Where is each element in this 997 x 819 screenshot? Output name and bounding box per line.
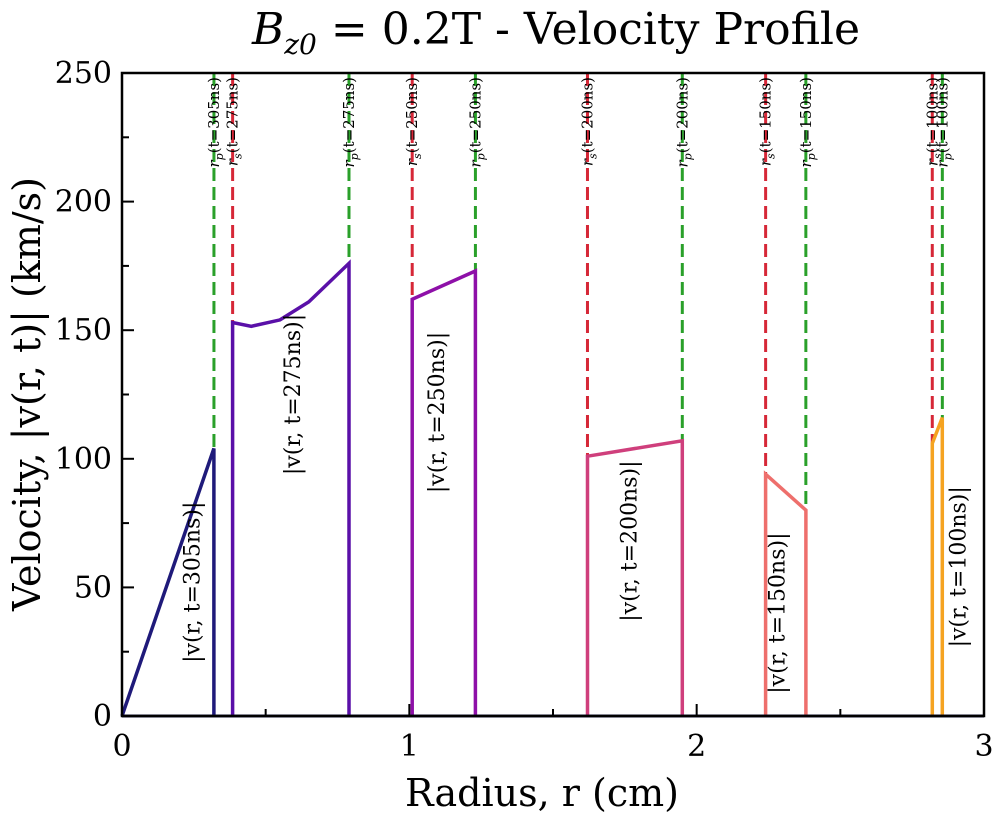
series-line-|v(r, t=305ns)| xyxy=(120,447,216,717)
vline-label: rs(t=100ns) xyxy=(923,77,944,166)
vline-label: rp(t=305ns) xyxy=(205,77,226,168)
y-tick-label: 150 xyxy=(55,313,112,348)
plot-area: rp(t=305ns)rs(t=275ns) rp(t=275ns) rs(t=25… xyxy=(120,73,984,718)
vline-label: rs(t=150ns) xyxy=(757,77,778,166)
vline-label: rp(t=200ns) xyxy=(673,77,694,168)
x-tick-label: 1 xyxy=(400,729,419,764)
series-line-|v(r, t=150ns)| xyxy=(763,470,808,716)
y-axis-label: Velocity, |v(r, t)| (km/s) xyxy=(5,177,49,612)
x-tick-label: 2 xyxy=(687,729,706,764)
series-label: |v(r, t=305ns)| xyxy=(181,502,206,663)
y-tick-label: 250 xyxy=(55,56,112,91)
series-label: |v(r, t=250ns)| xyxy=(425,332,450,493)
series-line-|v(r, t=200ns)| xyxy=(585,438,685,716)
x-tick-label: 0 xyxy=(112,729,131,764)
series-label: |v(r, t=100ns)| xyxy=(946,486,971,647)
y-tick-label: 200 xyxy=(55,185,112,220)
y-tick-label: 100 xyxy=(55,442,112,477)
axes-frame xyxy=(120,71,986,718)
y-tick-label: 50 xyxy=(74,570,112,605)
chart-title: Bz0 = 0.2T - Velocity Profile xyxy=(251,4,860,61)
vline-label: rp(t=100ns) xyxy=(933,77,954,168)
x-tick-label: 3 xyxy=(974,729,993,764)
vline-label: rs(t=250ns) xyxy=(403,77,424,166)
vline-label: rs(t=275ns) xyxy=(224,77,245,166)
vline-label: rp(t=150ns) xyxy=(797,77,818,168)
axes: 0 1 2 3 0 50 100 150 200 250 xyxy=(55,56,994,764)
series-label: |v(r, t=150ns)| xyxy=(765,533,790,694)
vline-label: rp(t=250ns) xyxy=(466,77,487,168)
series-line-|v(r, t=275ns)| xyxy=(230,259,351,716)
vline-label: rp(t=275ns) xyxy=(340,77,361,168)
series-label: |v(r, t=200ns)| xyxy=(617,460,642,621)
vline-label: rs(t=200ns) xyxy=(578,77,599,166)
x-axis-label: Radius, r (cm) xyxy=(405,771,679,815)
series-line-|v(r, t=250ns)| xyxy=(410,268,478,716)
series-line-|v(r, t=100ns)| xyxy=(930,416,945,716)
y-tick-label: 0 xyxy=(93,699,112,734)
series-label: |v(r, t=275ns)| xyxy=(281,314,306,475)
